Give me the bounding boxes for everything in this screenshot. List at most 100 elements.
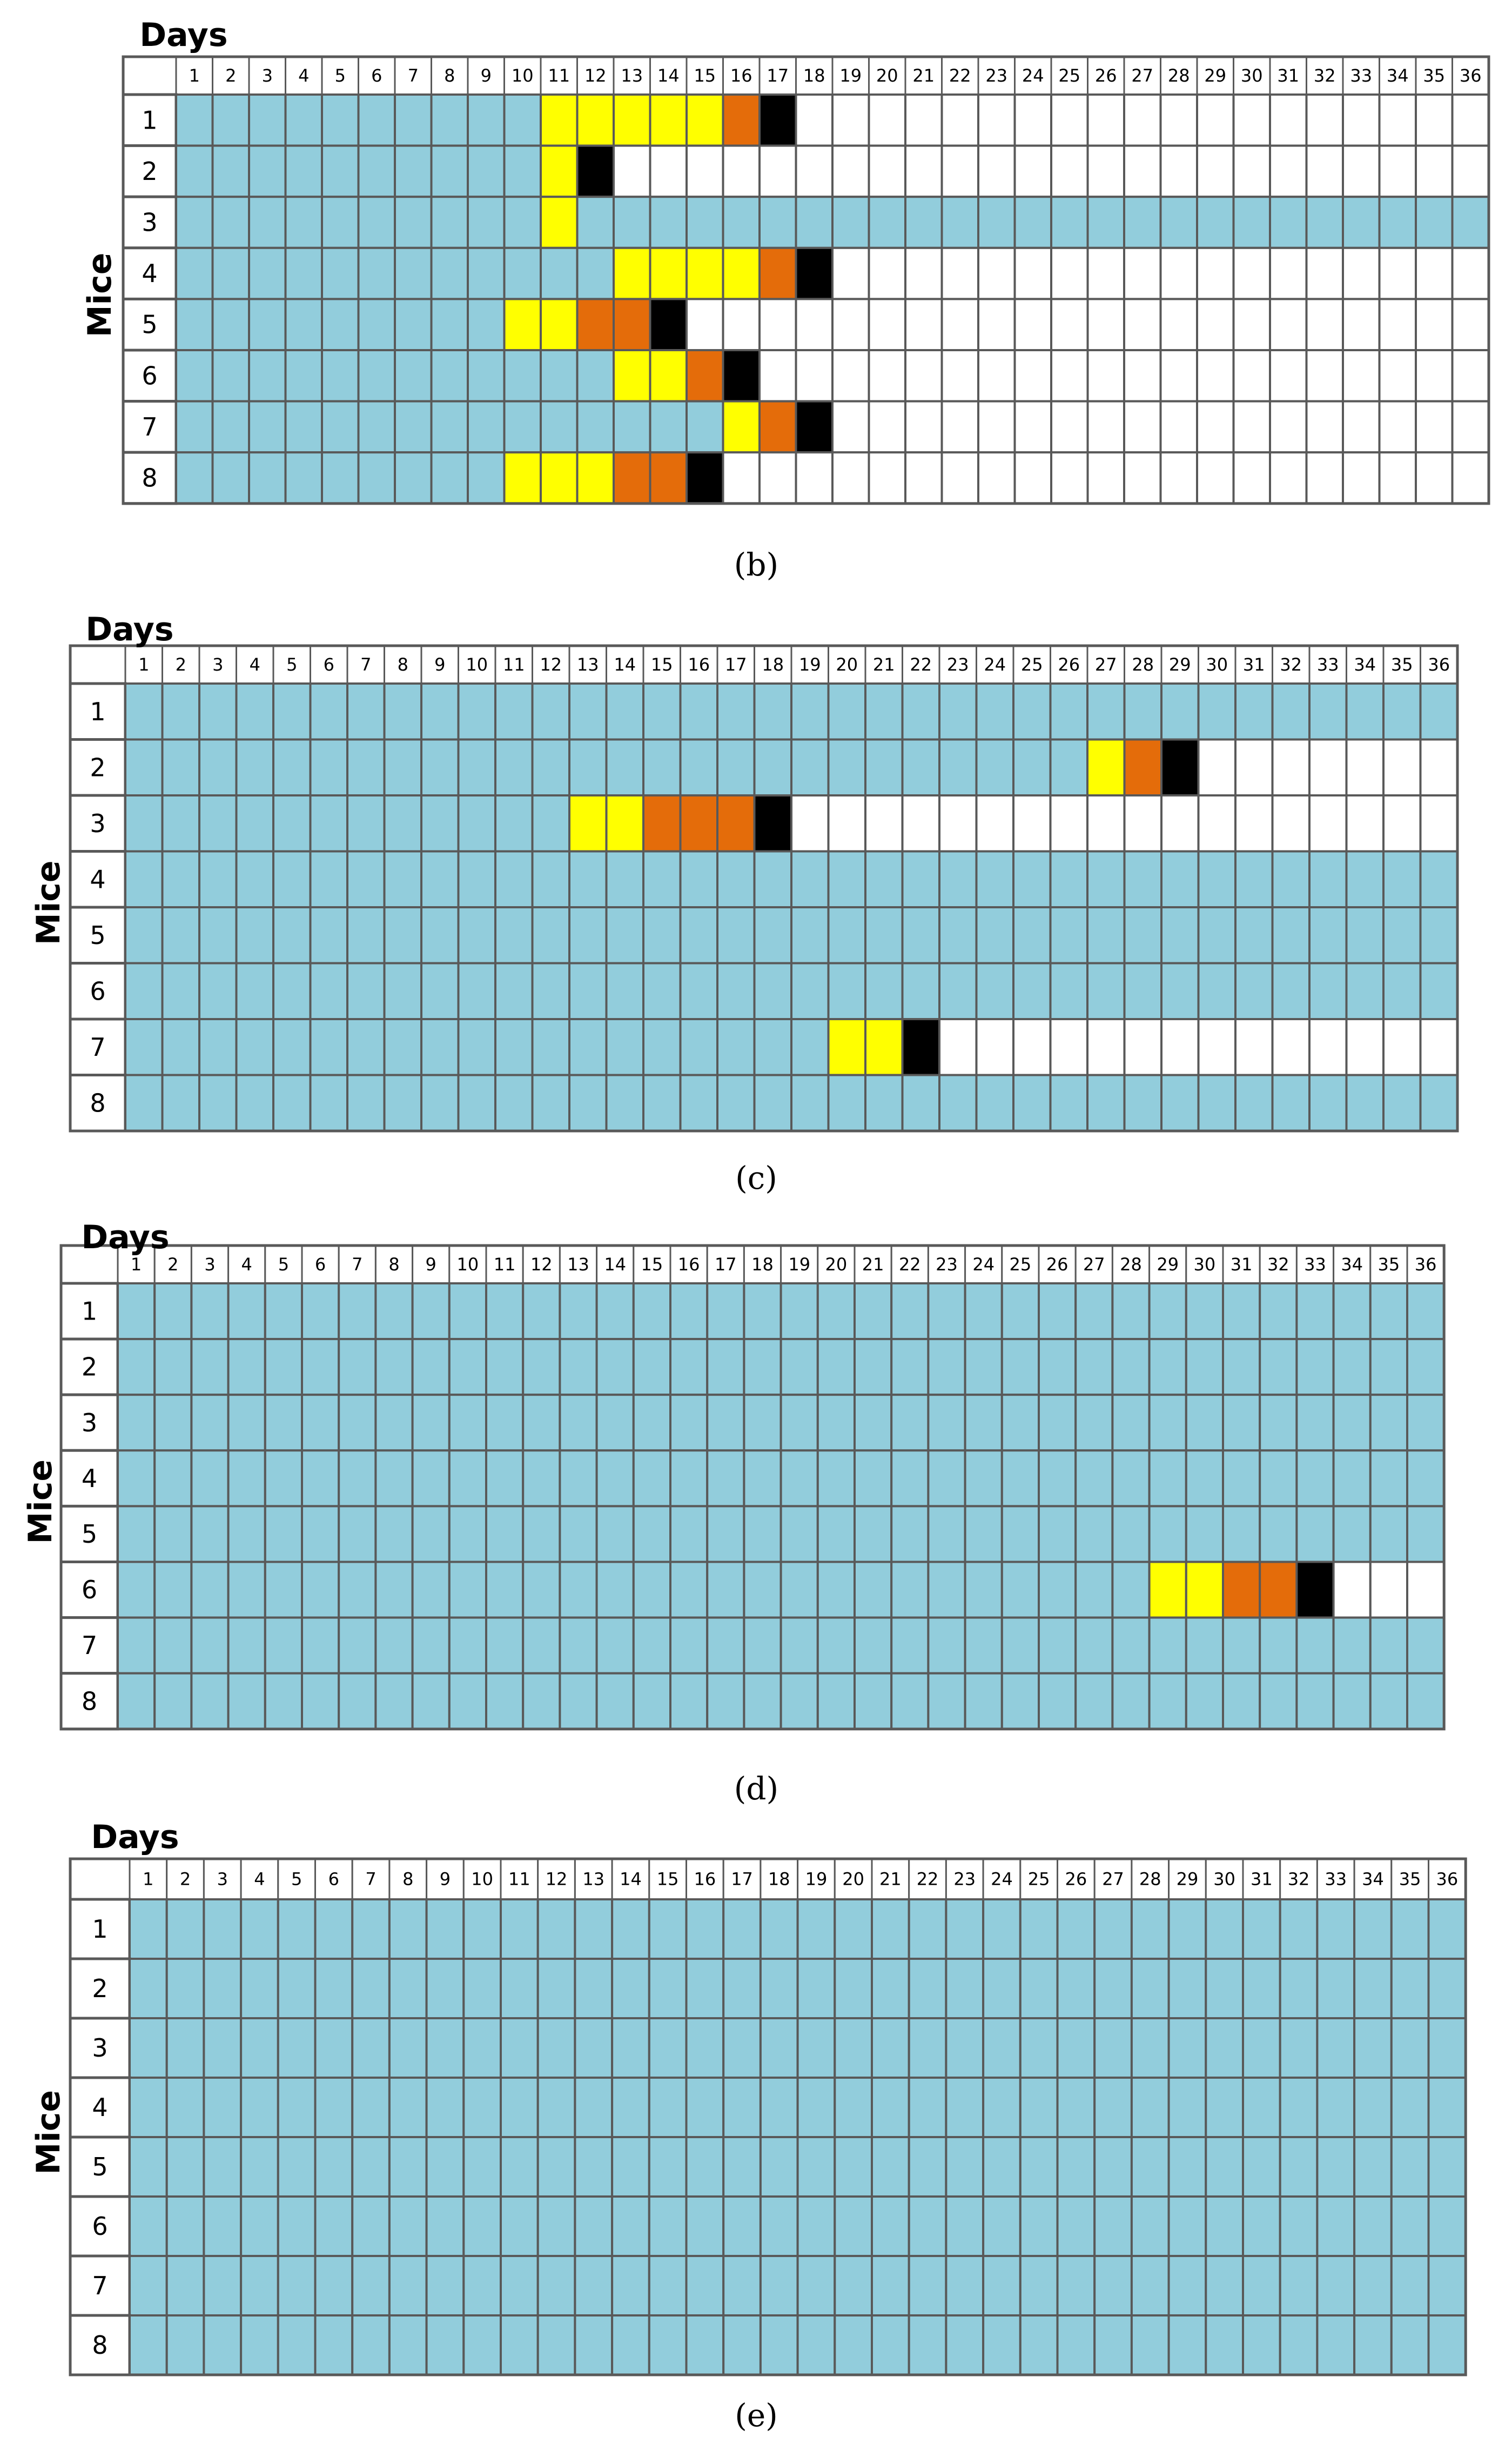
panel-b-cell-after_death xyxy=(1451,349,1490,403)
panel-e-day-header-cell xyxy=(908,1858,947,1900)
panel-e-day-tick-label: 34 xyxy=(1362,1869,1384,1890)
panel-c-day-tick-label: 8 xyxy=(398,654,408,675)
panel-b-cell-after_death xyxy=(1415,400,1454,454)
panel-b-day-tick-label: 29 xyxy=(1204,65,1226,86)
panel-d-mouse-label-cell xyxy=(59,1504,119,1563)
panel-c-header-corner xyxy=(69,645,126,685)
panel-c-cell-healthy xyxy=(1086,850,1126,908)
panel-e-cell-healthy xyxy=(1427,2077,1467,2138)
panel-c-day-tick-label: 9 xyxy=(434,654,445,675)
panel-e-cell-healthy xyxy=(240,2017,279,2079)
panel-d-cell-healthy xyxy=(448,1672,487,1730)
panel-e-cell-healthy xyxy=(314,2077,354,2138)
panel-c-cell-healthy xyxy=(494,794,534,853)
panel-c-cell-healthy xyxy=(1345,682,1385,741)
panel-c-cell-healthy xyxy=(346,682,386,741)
panel-c-cell-healthy xyxy=(1382,682,1422,741)
panel-e-day-tick-label: 21 xyxy=(879,1869,902,1890)
panel-b-cell-dead xyxy=(649,298,688,352)
panel-e-cell-healthy xyxy=(574,2017,614,2079)
panel-d-cell-healthy xyxy=(1000,1394,1040,1452)
panel-d-day-tick-label: 34 xyxy=(1341,1254,1363,1275)
panel-e-cell-healthy xyxy=(425,2195,465,2257)
panel-e-day-tick-label: 11 xyxy=(508,1869,530,1890)
panel-b-cell-after_death xyxy=(1123,451,1162,505)
panel-b-cell-healthy xyxy=(503,196,542,249)
panel-c-cell-healthy xyxy=(1123,962,1162,1020)
panel-b-cell-after_death xyxy=(1378,349,1417,403)
panel-c-cell-healthy xyxy=(642,962,682,1020)
panel-c-day-tick-label: 23 xyxy=(947,654,969,675)
panel-d-cell-healthy xyxy=(1332,1672,1372,1730)
panel-b-cell-after_death xyxy=(831,451,870,505)
panel-d-cell-healthy xyxy=(117,1561,156,1619)
panel-e-day-tick-label: 1 xyxy=(143,1869,153,1890)
panel-d-cell-healthy xyxy=(1185,1672,1225,1730)
panel-b-cell-after_death xyxy=(1305,144,1344,198)
panel-c-cell-healthy xyxy=(124,906,164,965)
panel-b-cell-healthy xyxy=(430,298,469,352)
panel-c-cell-healthy xyxy=(1308,906,1348,965)
panel-d-cell-healthy xyxy=(153,1561,193,1619)
panel-b-cell-after_death xyxy=(1196,246,1235,300)
panel-e-cell-healthy xyxy=(425,2136,465,2198)
panel-e-day-tick-label: 6 xyxy=(328,1869,339,1890)
panel-d-cell-healthy xyxy=(706,1561,745,1619)
panel-c-mouse-tick-label: 4 xyxy=(90,865,105,894)
panel-e-cell-healthy xyxy=(1056,1898,1096,1960)
panel-d-cell-healthy xyxy=(1185,1282,1225,1341)
panel-c-day-tick-label: 31 xyxy=(1243,654,1265,675)
panel-d-cell-healthy xyxy=(706,1505,745,1563)
panel-e-cell-healthy xyxy=(165,2314,205,2376)
panel-b-cell-healthy xyxy=(1305,196,1344,249)
panel-d-cell-healthy xyxy=(669,1561,709,1619)
panel-b-cell-dead xyxy=(722,349,761,403)
panel-d-cell-healthy xyxy=(559,1394,598,1452)
panel-c-cell-healthy xyxy=(1197,850,1237,908)
panel-e-mouse-label-cell xyxy=(69,1898,131,1960)
panel-e-cell-healthy xyxy=(1316,2136,1356,2198)
panel-e-cell-healthy xyxy=(388,2314,428,2376)
panel-d-cell-healthy xyxy=(964,1338,1003,1396)
panel-c-cell-healthy xyxy=(716,1018,756,1076)
panel-b-cell-healthy xyxy=(503,349,542,403)
panel-d-border xyxy=(59,1244,1446,1731)
panel-e-cell-healthy xyxy=(351,2077,391,2138)
panel-c-day-tick-label: 13 xyxy=(577,654,599,675)
panel-b-cell-healthy xyxy=(1232,196,1271,249)
panel-d-cell-healthy xyxy=(559,1616,598,1675)
panel-d-cell-healthy xyxy=(595,1505,635,1563)
panel-e-cell-healthy xyxy=(611,2195,650,2257)
panel-b-cell-after_death xyxy=(977,144,1016,198)
panel-e-cell-healthy xyxy=(536,2195,576,2257)
panel-e-cell-healthy xyxy=(982,2077,1022,2138)
panel-e-cell-healthy xyxy=(722,2314,762,2376)
panel-e-cell-healthy xyxy=(759,2136,799,2198)
panel-d-cell-healthy xyxy=(1038,1561,1077,1619)
panel-d-cell-healthy xyxy=(117,1505,156,1563)
panel-e-cell-healthy xyxy=(314,2017,354,2079)
panel-d-day-tick-label: 26 xyxy=(1046,1254,1069,1275)
panel-c-cell-healthy xyxy=(1012,850,1052,908)
panel-e-cell-healthy xyxy=(351,2017,391,2079)
panel-c-cell-healthy xyxy=(235,906,274,965)
panel-c-cell-healthy xyxy=(864,682,904,741)
panel-c-cell-healthy xyxy=(198,850,238,908)
panel-e-cell-healthy xyxy=(1316,2077,1356,2138)
panel-d-cell-healthy xyxy=(1038,1505,1077,1563)
panel-c-cell-after_death xyxy=(1308,794,1348,853)
panel-b-cell-after_death xyxy=(1086,349,1125,403)
panel-e-day-tick-label: 22 xyxy=(917,1869,939,1890)
panel-d-cell-healthy xyxy=(1259,1616,1298,1675)
panel-b-cell-healthy xyxy=(284,298,323,352)
panel-c-cell-healthy xyxy=(346,962,386,1020)
panel-b-cell-after_death xyxy=(1159,246,1198,300)
panel-c-cell-healthy xyxy=(1419,850,1459,908)
panel-c-cell-healthy xyxy=(494,738,534,796)
panel-d-day-tick-label: 4 xyxy=(241,1254,252,1275)
panel-d-cell-healthy xyxy=(1038,1338,1077,1396)
panel-d-cell-healthy xyxy=(485,1282,525,1341)
panel-b-cell-after_death xyxy=(758,298,797,352)
panel-b-cell-healthy xyxy=(284,400,323,454)
panel-d-cell-healthy xyxy=(854,1561,893,1619)
